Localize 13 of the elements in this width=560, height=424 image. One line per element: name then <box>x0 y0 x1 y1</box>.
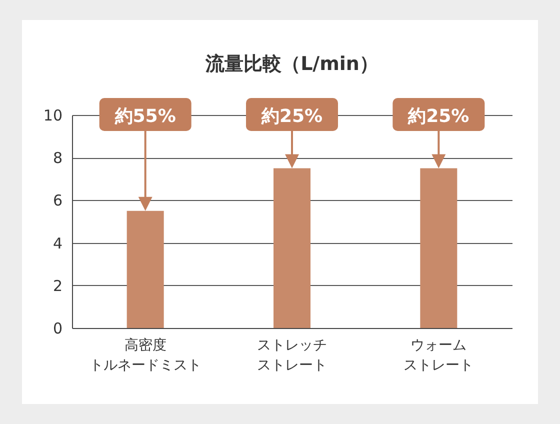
y-tick-label: 6 <box>52 192 62 210</box>
annotation: 約55% <box>114 106 176 127</box>
x-tick-label: ストレッチストレート <box>257 338 327 374</box>
x-tick-label: ウォームストレート <box>404 338 474 374</box>
y-tick-label: 0 <box>52 320 62 338</box>
x-tick-label: 高密度トルネードミスト <box>89 338 202 374</box>
y-tick-label: 4 <box>52 234 62 252</box>
y-tick-label: 8 <box>52 149 62 168</box>
chart-title: 流量比較（L/min） <box>204 53 378 75</box>
annotation: 約25% <box>260 106 323 127</box>
annotation: 約25% <box>407 106 470 127</box>
y-tick-label: 10 <box>43 106 62 124</box>
y-tick-label: 2 <box>52 276 62 295</box>
